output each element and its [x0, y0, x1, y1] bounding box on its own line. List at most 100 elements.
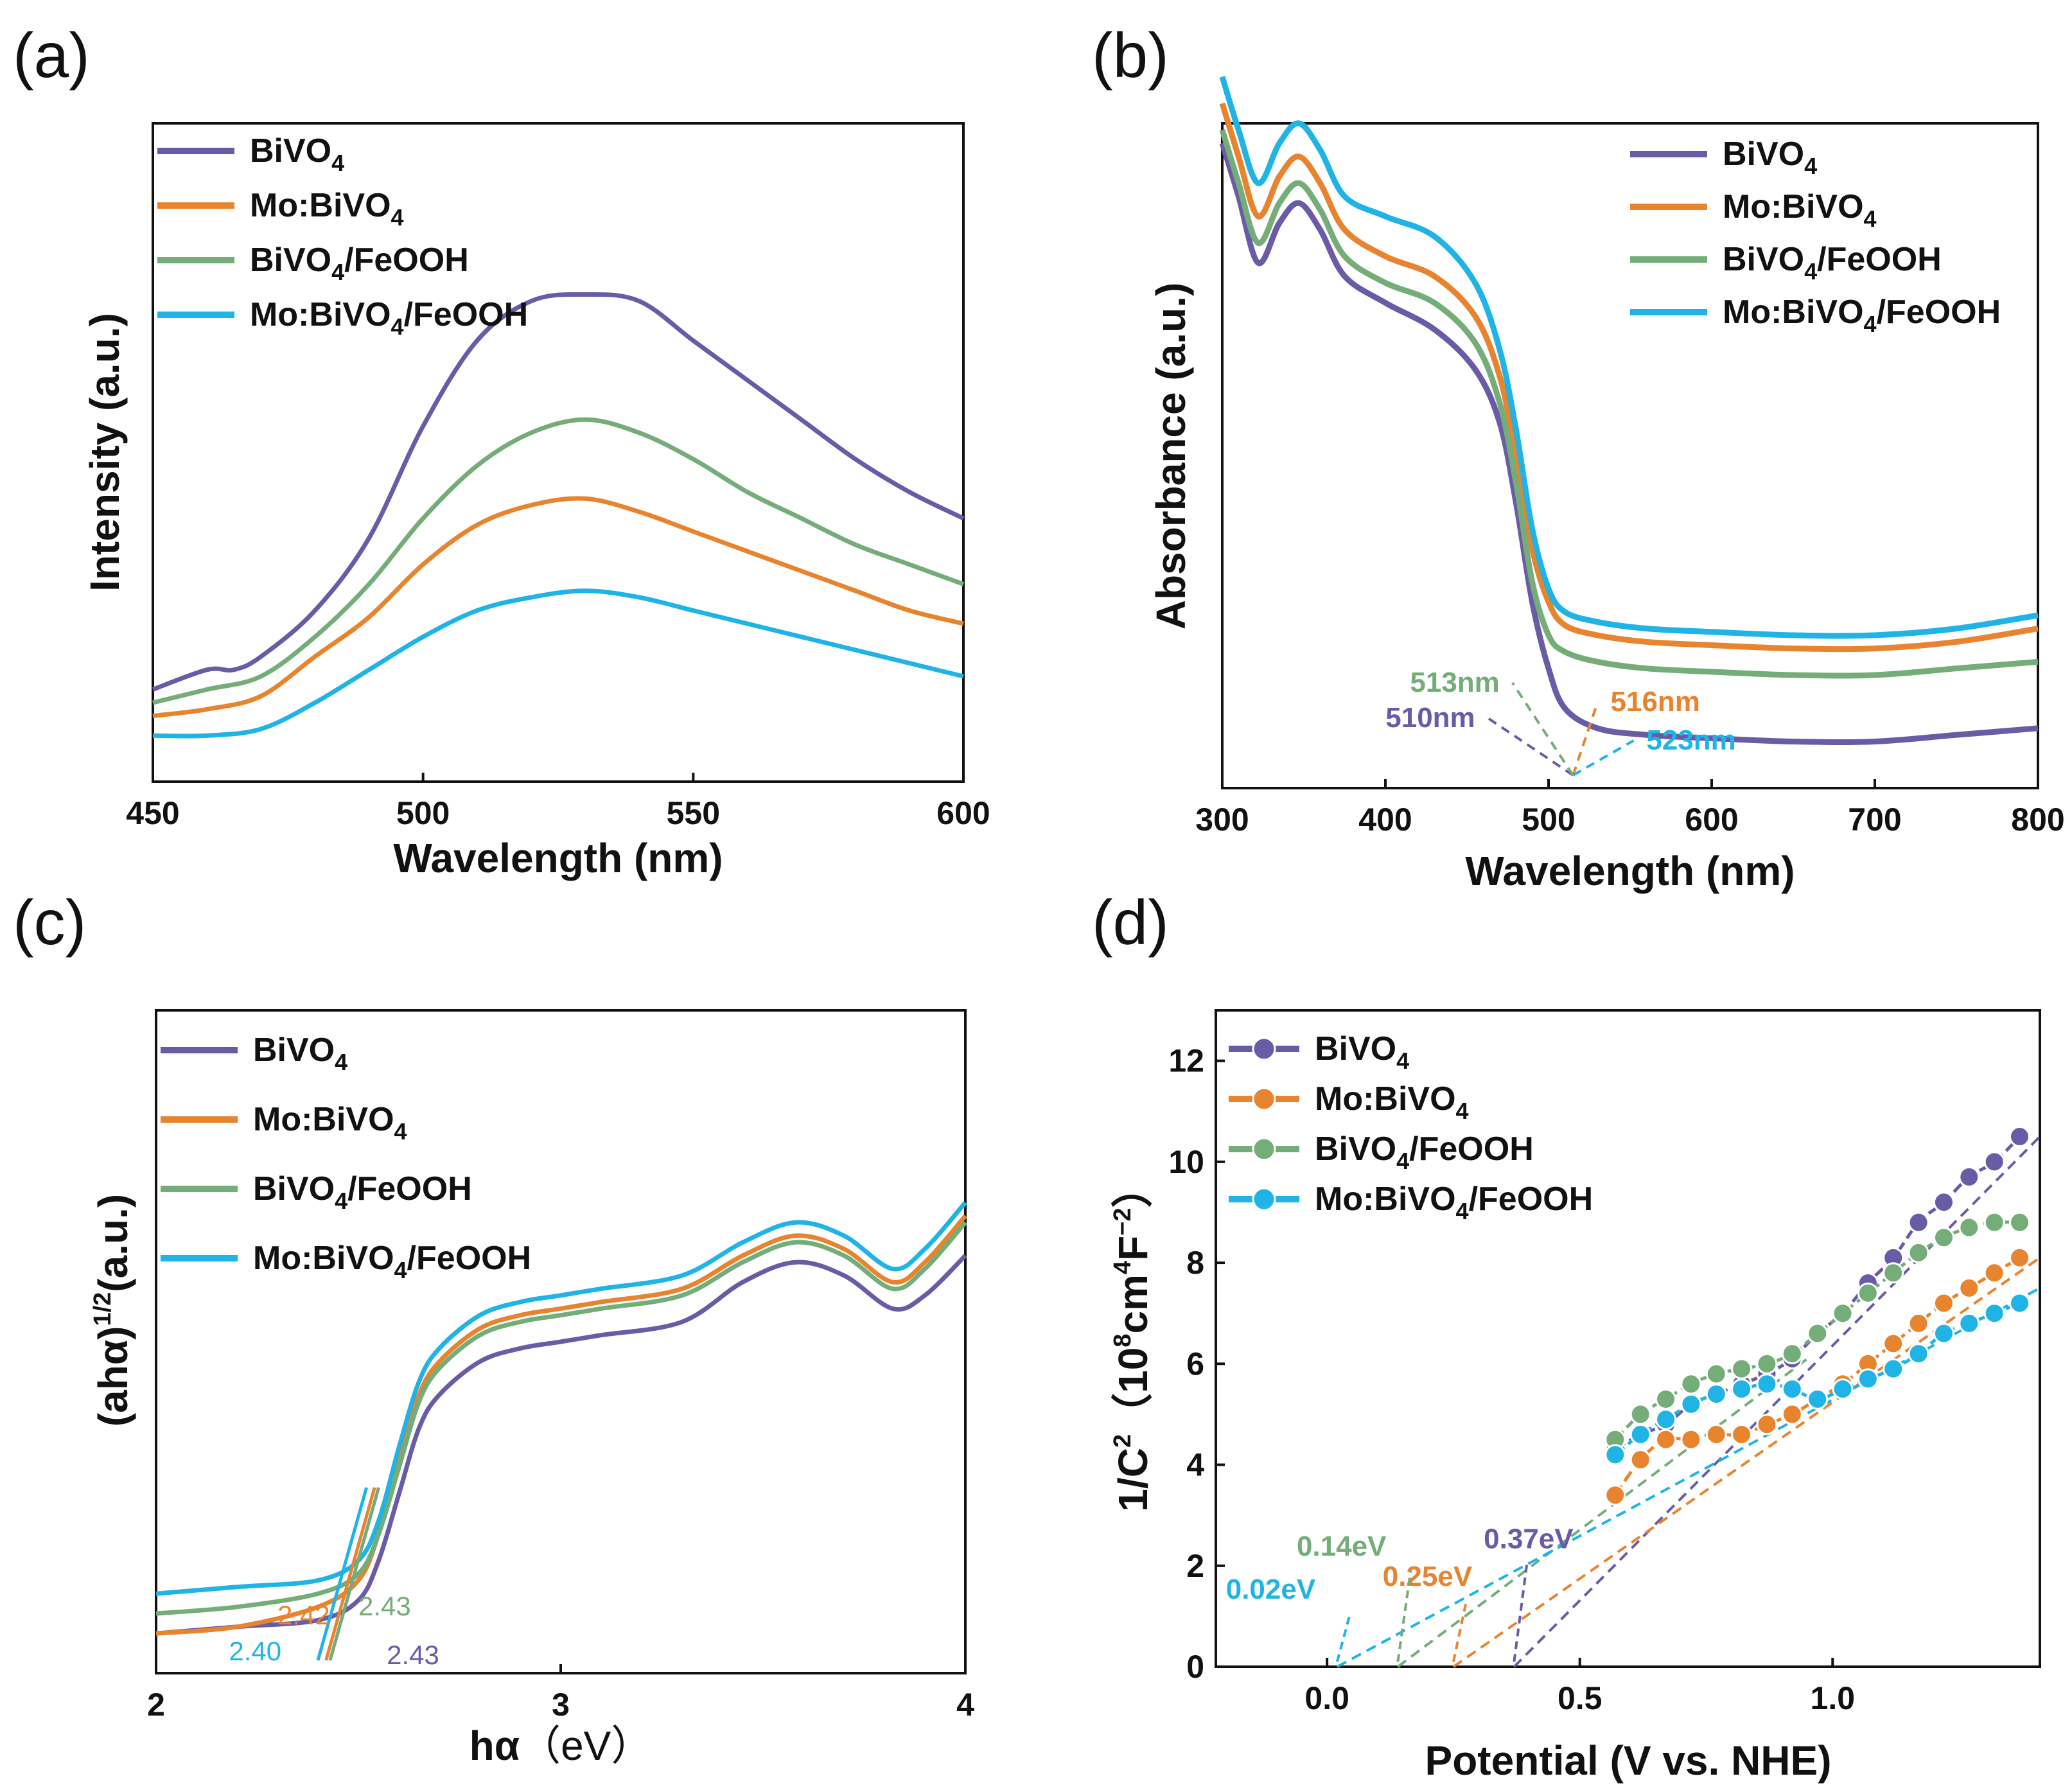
data-point-d-3-14: [1958, 1312, 1980, 1334]
data-point-d-1-4: [1705, 1423, 1727, 1445]
chart-a: 450 500 550 600 Wavelength (nm) Intensity (…: [82, 122, 990, 881]
annot-leader-b-0: [1487, 717, 1574, 777]
data-point-d-2-9: [1832, 1303, 1854, 1324]
annot-leader-d-3: [1335, 1613, 1351, 1662]
data-point-d-2-6: [1756, 1353, 1778, 1375]
panel-label-b: (b): [1092, 20, 1169, 91]
data-point-d-0-12: [1908, 1211, 1929, 1233]
x-tick-label-c-1: 3: [552, 1687, 570, 1723]
y-tick-label-d-1: 2: [1186, 1548, 1204, 1584]
legend-label-a-1: Mo:BiVO4: [250, 187, 404, 231]
y-axis-title-d-sup3: 4: [1109, 1261, 1136, 1274]
legend-label-b-3: Mo:BiVO4/FeOOH: [1723, 294, 2001, 337]
data-point-d-3-6: [1756, 1373, 1778, 1395]
plot-frame-b: [1221, 122, 2039, 789]
y-axis-title-b: Absorbance (a.u.): [1148, 283, 1194, 630]
x-tick-label-b-1: 400: [1358, 802, 1412, 838]
data-point-d-2-1: [1629, 1403, 1651, 1425]
annot-label-d-2: 0.14eV: [1297, 1531, 1387, 1562]
annot-label-c-2: 2.43: [358, 1591, 411, 1621]
data-point-d-2-8: [1807, 1322, 1829, 1344]
tangent-line-c-3: [316, 1487, 369, 1661]
x-tick-label-a-0: 450: [126, 795, 179, 831]
series-line-b-3: [1219, 76, 2039, 639]
series-line-a-0: [152, 292, 965, 692]
annot-label-c-3: 2.40: [229, 1636, 281, 1666]
annot-leader-d-1: [1452, 1601, 1468, 1662]
annot-label-b-1: 513nm: [1410, 667, 1499, 698]
annot-leader-d-0: [1513, 1563, 1529, 1662]
annot-label-c-0: 2.43: [387, 1640, 439, 1670]
series-line-d-1: [1613, 1256, 2021, 1497]
legend-label-a-2: BiVO4/FeOOH: [250, 242, 469, 285]
data-point-d-1-7: [1781, 1403, 1803, 1425]
annot-leader-b-2: [1572, 701, 1599, 776]
series-line-b-2: [1219, 128, 2039, 679]
data-point-d-2-16: [2009, 1211, 2031, 1233]
legend-label-c-2: BiVO4/FeOOH: [253, 1170, 472, 1214]
legend-label-b-0: BiVO4: [1723, 136, 1817, 179]
y-tick-label-d-5: 10: [1168, 1144, 1204, 1180]
data-point-d-2-3: [1680, 1373, 1702, 1395]
data-point-d-1-13: [1933, 1292, 1954, 1314]
x-tick-label-b-4: 700: [1848, 802, 1901, 838]
data-point-d-2-12: [1908, 1242, 1929, 1263]
data-point-d-3-3: [1680, 1393, 1702, 1415]
legend-label-c-0: BiVO4: [253, 1032, 347, 1075]
data-point-d-3-15: [1983, 1303, 2005, 1324]
data-point-d-2-15: [1983, 1211, 2005, 1233]
plot-frame-a: [152, 122, 965, 783]
y-axis-title-d: 1/C2（108cm4F−2）: [1109, 1166, 1156, 1511]
data-point-d-3-1: [1629, 1423, 1651, 1445]
x-tick-label-c-2: 4: [956, 1687, 974, 1723]
data-point-d-2-4: [1705, 1363, 1727, 1385]
data-point-d-0-16: [2009, 1126, 2031, 1148]
x-tick-label-b-3: 600: [1685, 802, 1738, 838]
data-point-d-3-8: [1807, 1388, 1829, 1410]
panel-label-d: (d): [1092, 887, 1169, 958]
x-tick-label-b-5: 800: [2011, 802, 2064, 838]
fit-line-d-3: [1336, 1287, 2041, 1668]
data-point-d-1-14: [1958, 1277, 1980, 1299]
legend-label-a-3: Mo:BiVO4/FeOOH: [250, 296, 528, 340]
y-tick-label-d-6: 12: [1168, 1043, 1204, 1079]
legend-label-b-2: BiVO4/FeOOH: [1723, 241, 1942, 285]
legend-label-d-1: Mo:BiVO4: [1315, 1080, 1469, 1124]
x-tick-label-d-0: 0.0: [1304, 1680, 1349, 1716]
x-axis-title-c-main: hα: [470, 1723, 520, 1769]
annot-label-b-0: 510nm: [1385, 702, 1475, 733]
data-point-d-0-13: [1933, 1191, 1954, 1213]
x-tick-label-d-2: 1.0: [1811, 1680, 1856, 1716]
data-point-d-3-16: [2009, 1292, 2031, 1314]
data-point-d-3-2: [1655, 1409, 1677, 1430]
data-point-d-0-14: [1958, 1166, 1980, 1188]
plot-frame-d: [1215, 1009, 2041, 1668]
y-axis-title-d-sup2: 8: [1109, 1334, 1136, 1348]
data-point-d-1-6: [1756, 1414, 1778, 1436]
data-point-d-3-4: [1705, 1383, 1727, 1405]
data-point-d-1-16: [2009, 1247, 2031, 1269]
data-point-d-0-15: [1983, 1151, 2005, 1173]
series-line-c-2: [155, 1220, 967, 1616]
y-axis-title-c: (ahα)1/2(a.u.): [89, 1194, 136, 1427]
annot-label-c-1: 2.42: [277, 1600, 330, 1630]
y-axis-title-c-main: (ahα): [90, 1326, 136, 1427]
y-axis-title-d-unit-d: ）: [1110, 1166, 1156, 1208]
series-line-a-3: [152, 588, 964, 739]
series-line-b-1: [1219, 102, 2039, 653]
y-axis-title-c-sup: 1/2: [89, 1292, 116, 1326]
series-line-a-2: [152, 417, 965, 705]
x-tick-label-b-0: 300: [1195, 802, 1249, 838]
data-point-d-2-5: [1731, 1358, 1753, 1380]
x-axis-title-c: hα（eV）: [470, 1723, 653, 1769]
y-axis-title-d-unit-a: （10: [1110, 1348, 1156, 1434]
x-axis-title-a: Wavelength (nm): [393, 835, 723, 881]
tangent-line-c-1: [324, 1487, 376, 1661]
data-point-d-3-5: [1731, 1378, 1753, 1400]
data-point-d-1-3: [1680, 1428, 1702, 1450]
data-point-d-2-10: [1857, 1282, 1879, 1304]
data-point-d-3-10: [1857, 1368, 1879, 1390]
x-tick-label-a-1: 500: [396, 795, 450, 831]
x-axis-title-c-unit: （eV）: [520, 1723, 652, 1769]
